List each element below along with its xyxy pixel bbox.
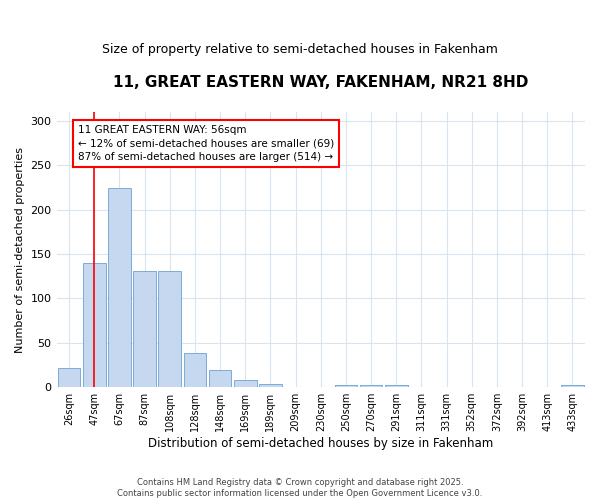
Text: Contains HM Land Registry data © Crown copyright and database right 2025.
Contai: Contains HM Land Registry data © Crown c… <box>118 478 482 498</box>
Bar <box>360 386 382 387</box>
Text: Size of property relative to semi-detached houses in Fakenham: Size of property relative to semi-detach… <box>102 42 498 56</box>
Bar <box>259 384 282 387</box>
Bar <box>561 386 584 387</box>
Bar <box>209 370 232 387</box>
Bar <box>335 384 357 387</box>
Bar <box>234 380 257 387</box>
Bar <box>133 271 156 387</box>
Y-axis label: Number of semi-detached properties: Number of semi-detached properties <box>15 146 25 352</box>
Bar <box>58 368 80 387</box>
Bar <box>108 188 131 387</box>
Bar <box>158 271 181 387</box>
Bar <box>385 386 407 387</box>
Bar <box>184 354 206 387</box>
X-axis label: Distribution of semi-detached houses by size in Fakenham: Distribution of semi-detached houses by … <box>148 437 493 450</box>
Bar <box>83 263 106 387</box>
Title: 11, GREAT EASTERN WAY, FAKENHAM, NR21 8HD: 11, GREAT EASTERN WAY, FAKENHAM, NR21 8H… <box>113 75 529 90</box>
Text: 11 GREAT EASTERN WAY: 56sqm
← 12% of semi-detached houses are smaller (69)
87% o: 11 GREAT EASTERN WAY: 56sqm ← 12% of sem… <box>78 126 334 162</box>
